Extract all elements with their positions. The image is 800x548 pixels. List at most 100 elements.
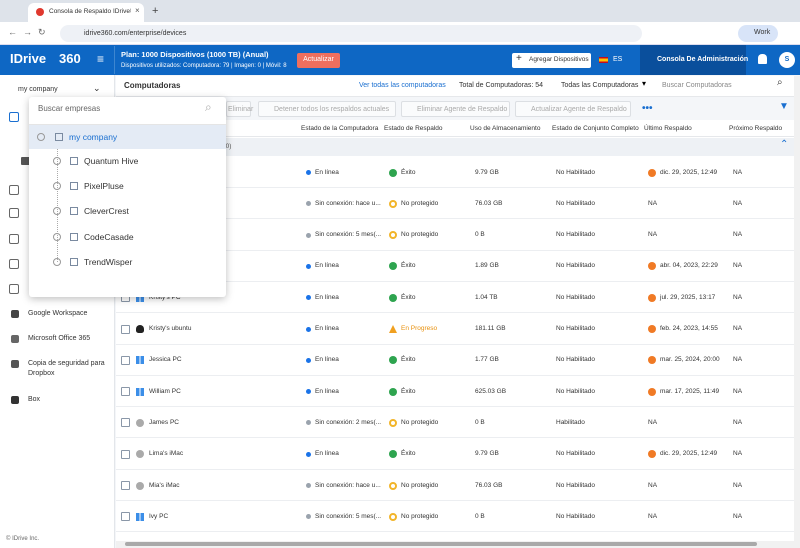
- nav-icon[interactable]: [11, 335, 19, 343]
- full-set: No Habilitado: [556, 512, 596, 520]
- os-icon: [136, 450, 144, 459]
- storage: 1.04 TB: [475, 293, 498, 301]
- company[interactable]: PixelPluse: [84, 181, 124, 192]
- storage: 1.89 GB: [475, 262, 499, 270]
- last-backup: mar. 17, 2025, 11:49: [660, 387, 720, 395]
- device-name[interactable]: Kristy's ubuntu: [149, 325, 192, 332]
- status-dot: [306, 232, 311, 238]
- column-header[interactable]: Uso de Almacenamiento: [470, 125, 541, 132]
- device-name[interactable]: Lima's iMac: [149, 450, 184, 458]
- row-checkbox[interactable]: [121, 355, 130, 365]
- storage: 0 B: [475, 418, 485, 426]
- filter-button[interactable]: ▼: [779, 101, 789, 112]
- bell[interactable]: [758, 54, 767, 64]
- company[interactable]: CodeCasade: [84, 231, 134, 242]
- nav-icon[interactable]: [11, 360, 19, 368]
- os-icon: [136, 325, 144, 333]
- table-row: [116, 219, 800, 251]
- nav-icon[interactable]: [11, 310, 19, 318]
- device-name[interactable]: Jessica PC: [149, 356, 182, 364]
- company-search[interactable]: Buscar empresas: [38, 104, 101, 113]
- scroll-thumb[interactable]: [125, 542, 757, 546]
- nav-icon[interactable]: [9, 112, 19, 122]
- console[interactable]: Consola De Administración: [657, 56, 749, 63]
- nav-item[interactable]: Microsoft Office 365: [28, 335, 91, 342]
- table-row: [116, 470, 800, 501]
- row-checkbox[interactable]: [121, 449, 130, 459]
- nav-buttons[interactable]: ←→↻: [8, 27, 52, 37]
- root-row[interactable]: [29, 125, 226, 149]
- menu-button[interactable]: ≡: [97, 52, 105, 66]
- storage: 625.03 GB: [475, 387, 507, 395]
- warning-icon: [648, 356, 656, 365]
- action-button[interactable]: Eliminar Agente de Respaldo: [401, 101, 510, 117]
- column-header[interactable]: Estado de la Computadora: [301, 125, 379, 132]
- next-backup: NA: [733, 262, 743, 270]
- upgrade-button[interactable]: Actualizar: [297, 53, 340, 68]
- tree-toggle: [37, 133, 45, 141]
- row-checkbox[interactable]: [121, 481, 130, 490]
- nav-item[interactable]: Box: [28, 396, 41, 403]
- header-divider: [114, 46, 115, 74]
- device-name[interactable]: Mia's iMac: [149, 481, 180, 489]
- nav-icon[interactable]: [9, 185, 19, 195]
- profile[interactable]: Work: [738, 25, 778, 42]
- tab-close[interactable]: ×: [135, 6, 140, 15]
- next-backup: NA: [733, 199, 743, 207]
- device-name[interactable]: Kristy's PC: [149, 293, 181, 301]
- company[interactable]: Quantum Hive: [84, 156, 139, 166]
- next-backup: NA: [733, 450, 743, 458]
- status-dot: [306, 483, 311, 488]
- last-backup: feb. 24, 2023, 14:55: [660, 325, 718, 332]
- nav-item[interactable]: Google Workspace: [28, 310, 88, 317]
- tree-icon: [70, 207, 78, 216]
- tree-toggle: [53, 232, 61, 241]
- row-checkbox[interactable]: [121, 387, 130, 397]
- column-header[interactable]: Próximo Respaldo: [729, 125, 783, 132]
- full-set: No Habilitado: [556, 168, 596, 176]
- row-checkbox[interactable]: [121, 512, 130, 522]
- nav-icon[interactable]: [21, 157, 30, 165]
- backup-icon: [389, 356, 397, 365]
- nav-icon[interactable]: [9, 208, 19, 218]
- nav-icon[interactable]: [9, 284, 19, 294]
- full-set: No Habilitado: [556, 481, 596, 489]
- full-set: No Habilitado: [556, 199, 596, 207]
- nav-icon[interactable]: [11, 396, 19, 404]
- table-row: [116, 501, 800, 533]
- action-button[interactable]: Actualizar Agente de Respaldo: [515, 101, 631, 117]
- filter-select[interactable]: Todas las Computadoras: [561, 82, 639, 89]
- row-checkbox[interactable]: [121, 324, 130, 334]
- url-field[interactable]: [60, 25, 642, 42]
- column-header[interactable]: Estado de Respaldo: [384, 125, 443, 132]
- search[interactable]: Buscar Computadoras: [662, 82, 732, 89]
- more-button[interactable]: •••: [642, 103, 653, 114]
- device-name[interactable]: Ivy PC: [149, 512, 169, 520]
- device-name[interactable]: William PC: [149, 387, 181, 395]
- search-icon: ⌕: [777, 77, 783, 88]
- avatar[interactable]: S: [779, 52, 795, 68]
- group-toggle[interactable]: ⌃: [780, 139, 789, 150]
- add-devices-button[interactable]: Agregar Dispositivos: [512, 53, 591, 68]
- device-name[interactable]: James PC: [149, 418, 179, 426]
- nav-icon[interactable]: [9, 259, 19, 269]
- language[interactable]: ES: [613, 56, 623, 63]
- backup-status: Éxito: [401, 356, 416, 364]
- company[interactable]: CleverCrest: [84, 206, 129, 217]
- action-button[interactable]: Detener todos los respaldos actuales: [258, 101, 396, 117]
- nav-icon[interactable]: [9, 234, 19, 244]
- backup-icon: [389, 450, 397, 459]
- nav-item[interactable]: Copia de seguridad para Dropbox: [28, 360, 105, 377]
- column-header[interactable]: Estado de Conjunto Completo: [552, 125, 639, 132]
- new-tab[interactable]: +: [152, 5, 159, 17]
- root-company[interactable]: my company: [69, 132, 118, 142]
- column-header[interactable]: Último Respaldo: [644, 125, 692, 132]
- action-button[interactable]: Eliminar: [226, 101, 253, 117]
- full-set: No Habilitado: [556, 293, 596, 301]
- company[interactable]: TrendWisper: [84, 256, 133, 267]
- view-all-link[interactable]: Ver todas las computadoras: [359, 82, 446, 89]
- company-selector[interactable]: my company: [18, 86, 58, 93]
- computer-status: En línea: [315, 450, 339, 458]
- row-checkbox[interactable]: [121, 418, 130, 428]
